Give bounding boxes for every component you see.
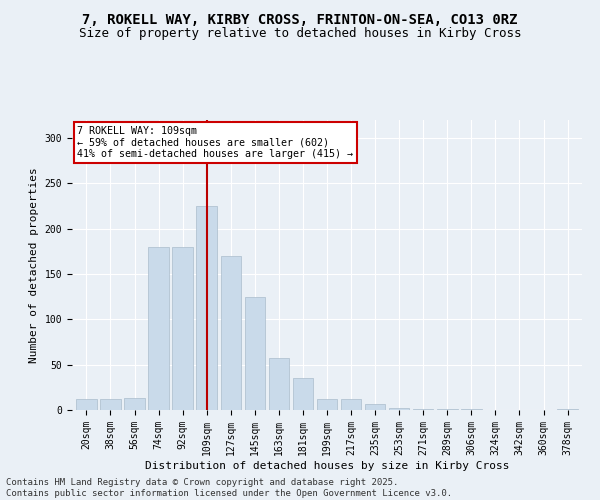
Bar — [269, 358, 289, 410]
Bar — [293, 378, 313, 410]
Bar — [461, 409, 482, 410]
Text: Size of property relative to detached houses in Kirby Cross: Size of property relative to detached ho… — [79, 28, 521, 40]
Bar — [124, 398, 145, 410]
Bar — [437, 409, 458, 410]
Bar — [148, 247, 169, 410]
Text: Contains HM Land Registry data © Crown copyright and database right 2025.
Contai: Contains HM Land Registry data © Crown c… — [6, 478, 452, 498]
Bar — [172, 247, 193, 410]
Bar — [557, 409, 578, 410]
Bar — [221, 256, 241, 410]
Bar — [341, 399, 361, 410]
Bar — [100, 399, 121, 410]
Text: 7, ROKELL WAY, KIRBY CROSS, FRINTON-ON-SEA, CO13 0RZ: 7, ROKELL WAY, KIRBY CROSS, FRINTON-ON-S… — [82, 12, 518, 26]
Bar — [413, 409, 433, 410]
Bar — [365, 404, 385, 410]
Bar — [196, 206, 217, 410]
Bar — [317, 399, 337, 410]
X-axis label: Distribution of detached houses by size in Kirby Cross: Distribution of detached houses by size … — [145, 460, 509, 470]
Text: 7 ROKELL WAY: 109sqm
← 59% of detached houses are smaller (602)
41% of semi-deta: 7 ROKELL WAY: 109sqm ← 59% of detached h… — [77, 126, 353, 159]
Bar — [389, 408, 409, 410]
Y-axis label: Number of detached properties: Number of detached properties — [29, 167, 39, 363]
Bar — [76, 399, 97, 410]
Bar — [245, 296, 265, 410]
